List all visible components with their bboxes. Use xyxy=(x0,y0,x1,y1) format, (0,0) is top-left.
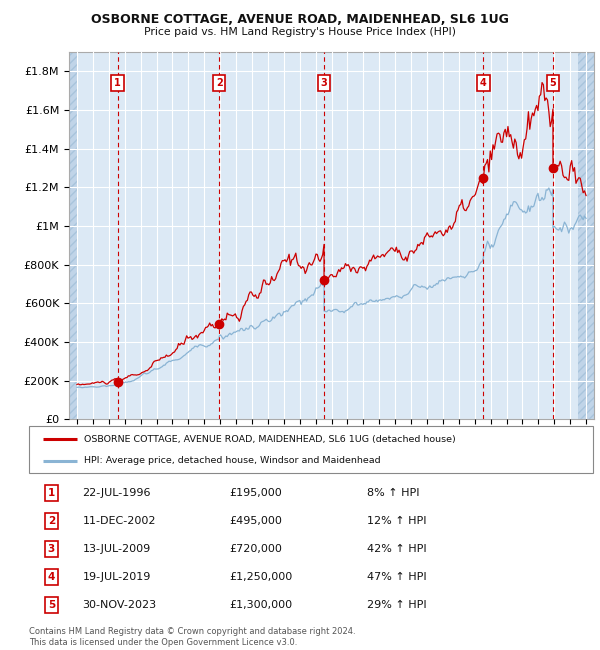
Text: 2: 2 xyxy=(216,78,223,88)
Text: £1,250,000: £1,250,000 xyxy=(229,572,292,582)
Bar xyxy=(578,52,594,419)
Text: OSBORNE COTTAGE, AVENUE ROAD, MAIDENHEAD, SL6 1UG (detached house): OSBORNE COTTAGE, AVENUE ROAD, MAIDENHEAD… xyxy=(84,435,456,443)
Text: OSBORNE COTTAGE, AVENUE ROAD, MAIDENHEAD, SL6 1UG: OSBORNE COTTAGE, AVENUE ROAD, MAIDENHEAD… xyxy=(91,13,509,26)
Text: £720,000: £720,000 xyxy=(229,544,282,554)
Bar xyxy=(69,52,77,419)
Text: 5: 5 xyxy=(48,600,55,610)
Text: £1,300,000: £1,300,000 xyxy=(229,600,292,610)
Text: 47% ↑ HPI: 47% ↑ HPI xyxy=(367,572,427,582)
Text: HPI: Average price, detached house, Windsor and Maidenhead: HPI: Average price, detached house, Wind… xyxy=(84,456,380,465)
Text: 22-JUL-1996: 22-JUL-1996 xyxy=(82,488,151,498)
Text: 4: 4 xyxy=(47,572,55,582)
Text: 13-JUL-2009: 13-JUL-2009 xyxy=(82,544,151,554)
Text: 1: 1 xyxy=(48,488,55,498)
Text: 3: 3 xyxy=(48,544,55,554)
Text: 3: 3 xyxy=(320,78,328,88)
Text: 19-JUL-2019: 19-JUL-2019 xyxy=(82,572,151,582)
Text: £495,000: £495,000 xyxy=(229,516,282,526)
Text: 30-NOV-2023: 30-NOV-2023 xyxy=(82,600,157,610)
Text: 11-DEC-2002: 11-DEC-2002 xyxy=(82,516,156,526)
Text: 8% ↑ HPI: 8% ↑ HPI xyxy=(367,488,420,498)
Text: 2: 2 xyxy=(48,516,55,526)
Text: 42% ↑ HPI: 42% ↑ HPI xyxy=(367,544,427,554)
Text: £195,000: £195,000 xyxy=(229,488,282,498)
Bar xyxy=(578,52,594,419)
Text: 29% ↑ HPI: 29% ↑ HPI xyxy=(367,600,427,610)
Bar xyxy=(69,52,77,419)
Text: 5: 5 xyxy=(550,78,556,88)
Text: 12% ↑ HPI: 12% ↑ HPI xyxy=(367,516,427,526)
Text: Price paid vs. HM Land Registry's House Price Index (HPI): Price paid vs. HM Land Registry's House … xyxy=(144,27,456,37)
Text: Contains HM Land Registry data © Crown copyright and database right 2024.
This d: Contains HM Land Registry data © Crown c… xyxy=(29,627,355,647)
Text: 4: 4 xyxy=(480,78,487,88)
Text: 1: 1 xyxy=(114,78,121,88)
FancyBboxPatch shape xyxy=(29,426,593,473)
